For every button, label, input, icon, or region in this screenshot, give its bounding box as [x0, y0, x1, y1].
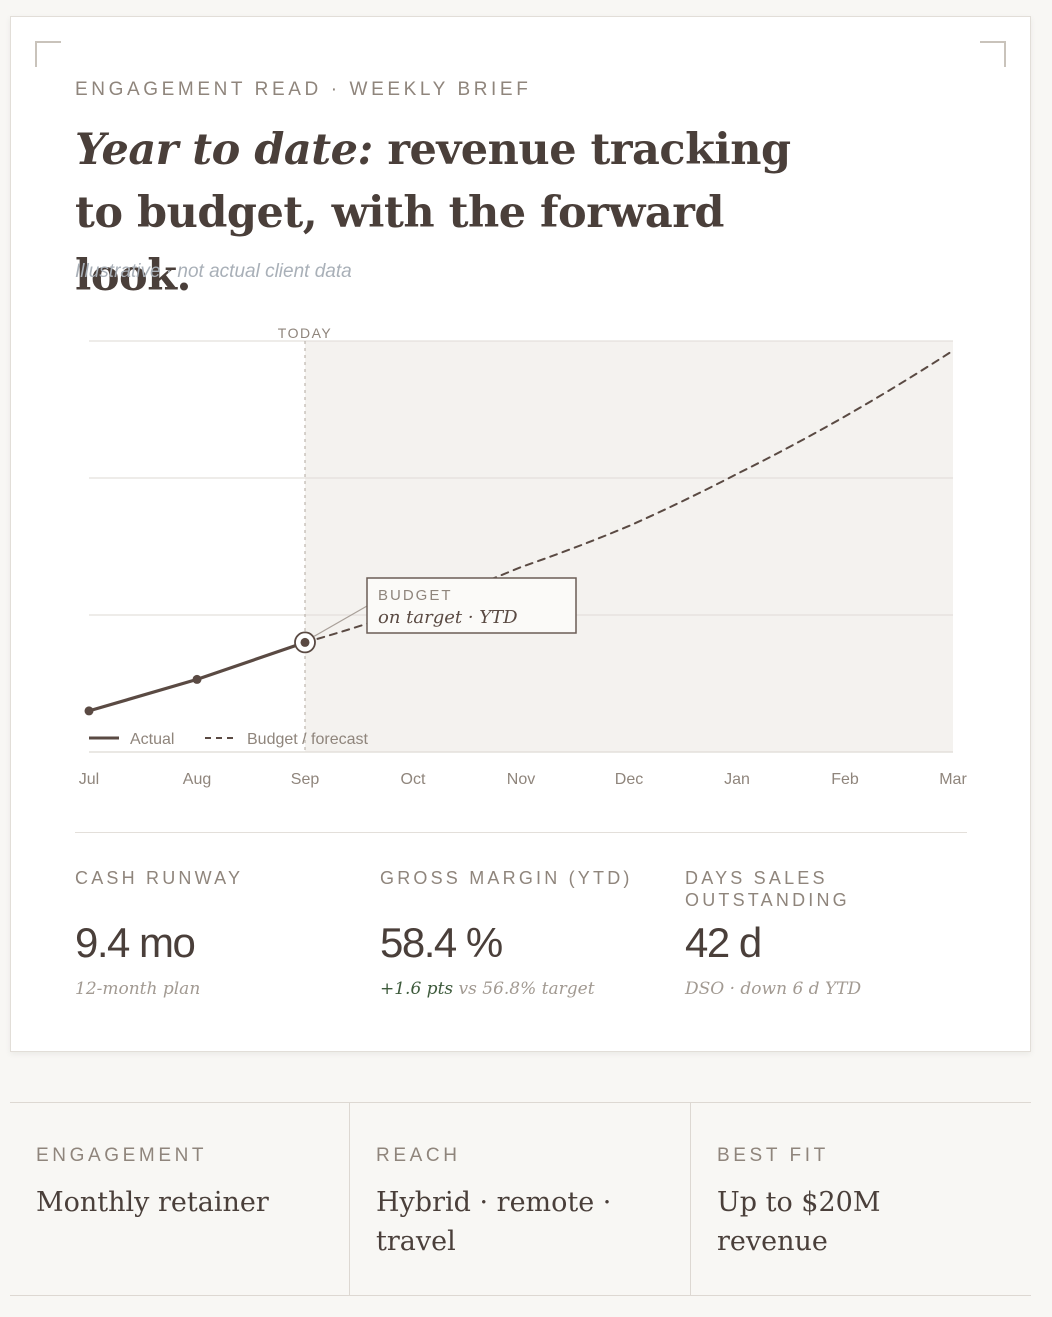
corner-mark-top-right — [980, 41, 1006, 67]
metric-value: 58.4 % — [380, 919, 503, 966]
engagement-details: ENGAGEMENT Monthly retainer REACH Hybrid… — [10, 1102, 1031, 1296]
x-tick-label: Aug — [183, 771, 211, 788]
headline-rest: revenue tracking to budget, with the for… — [75, 125, 791, 301]
metric-label: GROSS MARGIN (YTD) — [380, 868, 633, 888]
metric-sub-text: 12-month plan — [75, 979, 201, 999]
x-tick-label: Feb — [831, 771, 859, 788]
detail-reach: REACH Hybrid · remote · travel — [349, 1103, 690, 1295]
metric-gross-margin: GROSS MARGIN (YTD) 58.4 % +1.6 pts vs 56… — [380, 867, 670, 999]
disclaimer-note: Illustrative · not actual client data — [75, 261, 352, 282]
headline-italic: Year to date: — [75, 125, 373, 175]
legend-label-actual: Actual — [130, 731, 174, 748]
actual-point — [192, 674, 202, 684]
detail-text: Hybrid · remote · travel — [376, 1187, 612, 1257]
detail-label: REACH — [376, 1145, 461, 1166]
annotation-title: BUDGET — [378, 587, 453, 604]
metric-sub-text: DSO · down 6 d YTD — [685, 979, 862, 999]
metric-label: CASH RUNWAY — [75, 868, 244, 888]
x-tick-label: Dec — [615, 771, 643, 788]
metric-value: 42 d — [685, 919, 762, 966]
x-tick-label: Sep — [291, 771, 320, 788]
metrics-divider — [75, 832, 967, 833]
eyebrow: ENGAGEMENT READ · WEEKLY BRIEF — [75, 79, 532, 100]
legend-label-forecast: Budget / forecast — [247, 731, 369, 748]
x-tick-label: Jul — [79, 771, 99, 788]
detail-label: ENGAGEMENT — [36, 1145, 208, 1166]
metric-dso: DAYS SALES OUTSTANDING 42 d DSO · down 6… — [685, 867, 915, 999]
actual-point — [84, 706, 94, 716]
x-tick-label: Jan — [724, 771, 750, 788]
x-tick-label: Nov — [507, 771, 535, 788]
annotation-text: on target · YTD — [378, 607, 518, 628]
detail-engagement: ENGAGEMENT Monthly retainer — [10, 1103, 349, 1295]
today-label: TODAY — [278, 325, 332, 341]
revenue-chart: Jul Aug Sep Oct Nov Dec Jan Feb Mar TODAY BUDGET… — [79, 325, 968, 788]
metric-sub-positive: +1.6 pts — [380, 979, 454, 999]
headline: Year to date: revenue tracking to budget… — [75, 119, 835, 308]
metric-sub-text: vs 56.8% target — [453, 979, 595, 999]
x-tick-label: Oct — [401, 771, 426, 788]
metric-label: DAYS SALES OUTSTANDING — [685, 868, 850, 910]
metric-value: 9.4 mo — [75, 919, 196, 966]
metric-sub: 12-month plan — [75, 979, 200, 999]
forecast-band — [305, 341, 953, 752]
corner-mark-top-left — [35, 41, 61, 67]
detail-text: Up to $20M revenue — [717, 1187, 881, 1257]
metric-sub: +1.6 pts vs 56.8% target — [380, 979, 595, 999]
today-marker-dot — [300, 637, 310, 647]
detail-label: BEST FIT — [717, 1145, 829, 1166]
metric-cash-runway: CASH RUNWAY 9.4 mo 12-month plan — [75, 867, 365, 999]
x-tick-label: Mar — [939, 771, 967, 788]
annotation-leader — [313, 605, 368, 637]
brief-card: ENGAGEMENT READ · WEEKLY BRIEF Year to d… — [10, 16, 1031, 1052]
detail-best-fit: BEST FIT Up to $20M revenue — [690, 1103, 1031, 1295]
annotation-box — [366, 577, 577, 634]
detail-text: Monthly retainer — [36, 1187, 269, 1218]
metric-sub: DSO · down 6 d YTD — [685, 979, 861, 999]
series-line-budget-forecast — [304, 349, 954, 644]
